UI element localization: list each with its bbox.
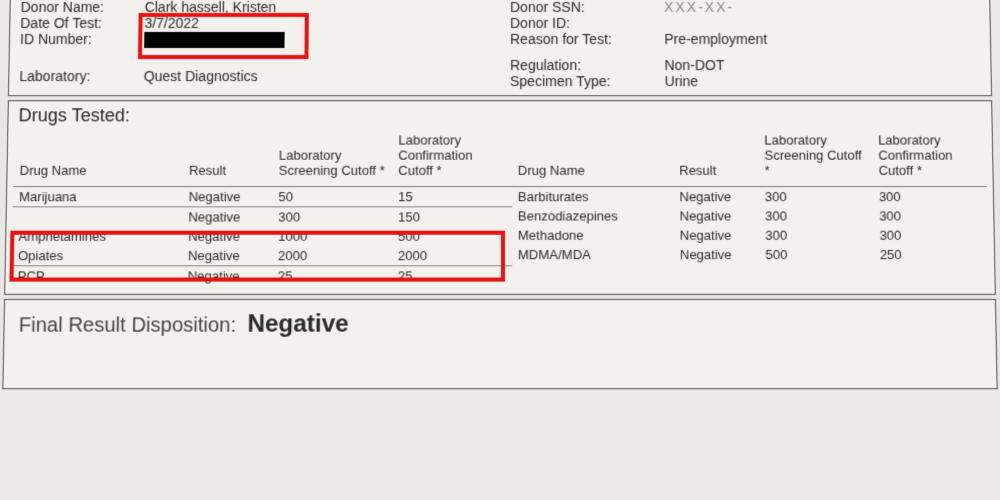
- col-result: Result: [183, 130, 273, 186]
- id-number-label: ID Number:: [20, 31, 140, 47]
- drug-row: MarijuanaNegative5015: [13, 187, 512, 207]
- drugs-box: Drugs Tested: Drug Name Result Laborator…: [4, 100, 996, 295]
- col-screening: Laboratory Screening Cutoff *: [758, 130, 873, 186]
- laboratory-label: Laboratory:: [19, 68, 140, 84]
- col-screening: Laboratory Screening Cutoff *: [273, 130, 393, 186]
- drugs-right-col: Drug Name Result Laboratory Screening Cu…: [512, 130, 989, 285]
- reason-value: Pre-employment: [664, 31, 767, 47]
- col-drug-name: Drug Name: [512, 130, 673, 186]
- header-box: Donor Name: Clark hassell, Kristen Date …: [8, 0, 992, 96]
- specimen-type-value: Urine: [664, 73, 698, 89]
- drugs-tested-title: Drugs Tested:: [8, 101, 991, 130]
- donor-ssn-value: XXX-XX-: [664, 0, 734, 15]
- laboratory-value: Quest Diagnostics: [144, 68, 258, 84]
- drug-row: BenzodiazepinesNegative300300: [512, 206, 988, 225]
- highlight-date-box: [138, 13, 309, 59]
- drug-row: BarbituratesNegative300300: [512, 187, 987, 207]
- drug-row: Negative300150: [13, 207, 512, 227]
- col-result: Result: [673, 130, 759, 186]
- highlight-amphet-opiates-box: [9, 231, 505, 282]
- specimen-type-label: Specimen Type:: [510, 73, 661, 89]
- donor-ssn-label: Donor SSN:: [510, 0, 660, 15]
- col-confirmation: Laboratory Confirmation Cutoff *: [392, 130, 512, 186]
- regulation-label: Regulation:: [510, 57, 661, 73]
- final-result-label: Final Result Disposition:: [19, 314, 237, 337]
- date-of-test-label: Date Of Test:: [20, 15, 140, 31]
- drug-row: MDMA/MDANegative500250: [512, 245, 988, 264]
- donor-id-label: Donor ID:: [510, 15, 660, 31]
- final-result-value: Negative: [247, 310, 349, 338]
- final-result-box: Final Result Disposition: Negative: [2, 299, 997, 389]
- col-drug-name: Drug Name: [13, 130, 183, 186]
- document-sheet: Donor Name: Clark hassell, Kristen Date …: [0, 0, 1000, 393]
- reason-label: Reason for Test:: [510, 31, 660, 47]
- donor-name-label: Donor Name:: [20, 0, 140, 15]
- header-right: Donor SSN: XXX-XX- Donor ID: Reason for …: [500, 0, 991, 95]
- drugs-right-table: Drug Name Result Laboratory Screening Cu…: [512, 130, 988, 264]
- col-confirmation: Laboratory Confirmation Cutoff *: [872, 130, 987, 186]
- regulation-value: Non-DOT: [664, 57, 724, 73]
- drug-row: MethadoneNegative300300: [512, 226, 988, 245]
